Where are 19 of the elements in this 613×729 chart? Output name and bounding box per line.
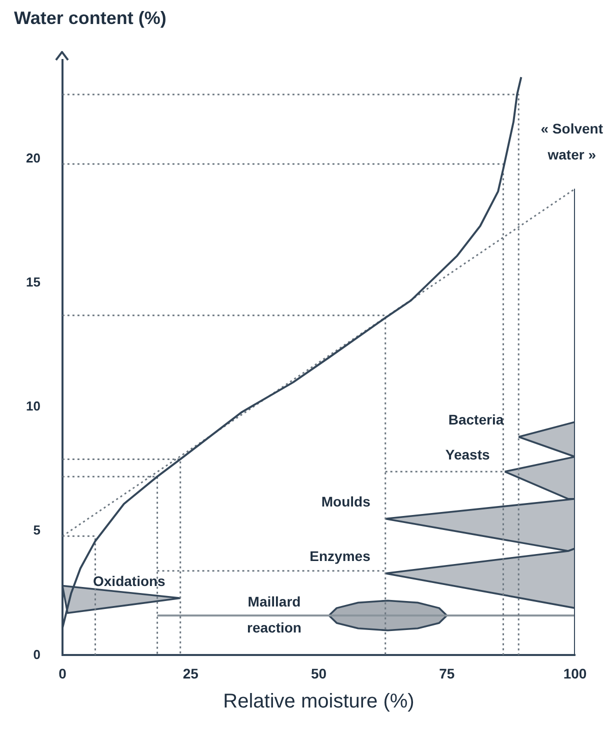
y-tick-label: 10	[26, 398, 40, 414]
series-label: Bacteria	[448, 412, 504, 428]
series-label: Moulds	[321, 494, 371, 510]
x-tick-label: 75	[439, 665, 455, 682]
x-axis-title: Relative moisture (%)	[223, 690, 414, 713]
x-tick-label: 0	[58, 665, 67, 682]
y-tick-label: 0	[33, 646, 40, 662]
series-label: Oxidations	[92, 573, 166, 589]
y-axis-title: Water content (%)	[13, 8, 168, 30]
x-tick-label: 25	[182, 665, 199, 682]
y-tick-label: 20	[26, 150, 40, 166]
y-tick-label: 5	[33, 522, 40, 538]
text: « Solvent water »	[540, 120, 604, 163]
x-tick-label: 100	[563, 665, 587, 682]
y-tick-label: 15	[26, 274, 40, 290]
series-label: Yeasts	[445, 446, 490, 462]
x-tick-label: 50	[310, 665, 327, 682]
series-label: Maillard reaction	[247, 593, 302, 636]
series-label: Enzymes	[310, 548, 371, 564]
